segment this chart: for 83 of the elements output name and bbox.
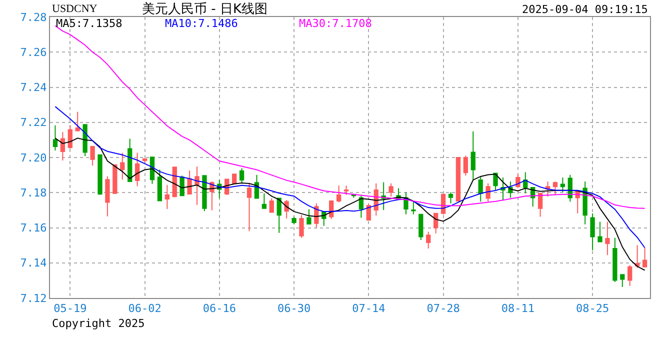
candlestick [358, 195, 364, 218]
y-tick-label: 7.14 [20, 256, 48, 270]
x-tick-label: 07-14 [352, 302, 386, 316]
candlestick [612, 237, 618, 283]
candlestick [105, 176, 110, 217]
candlestick [493, 172, 498, 190]
candlestick [284, 200, 289, 219]
x-tick-label: 06-02 [128, 302, 162, 316]
candlestick [194, 166, 200, 206]
line-series [54, 106, 646, 248]
candlestick [142, 158, 148, 164]
candlestick [634, 244, 640, 268]
candlestick [232, 174, 237, 184]
candlestick [628, 264, 632, 286]
candlestick [60, 132, 66, 161]
y-tick-label: 7.12 [20, 292, 47, 305]
candlestick [598, 221, 602, 242]
x-tick-label: 08-25 [576, 302, 610, 316]
candlestick [642, 247, 648, 268]
candlestick [344, 185, 349, 196]
candlestick [456, 157, 461, 202]
candlestick [470, 130, 476, 180]
candlestick [381, 182, 386, 211]
chart-title: 美元人民币 - 日K线图 [142, 1, 268, 17]
y-tick-label: 7.16 [20, 222, 47, 235]
candlestick [164, 184, 170, 210]
text: MA30:7.1708 [299, 17, 372, 30]
candlestick [172, 166, 177, 198]
candlestick [292, 216, 296, 225]
candlestick [128, 138, 132, 182]
candlestick [52, 124, 58, 151]
candlestick [134, 152, 140, 187]
y-tick-label: 7.28 [20, 10, 47, 24]
text: MA10:7.1486 [165, 17, 238, 30]
y-tick-label: 7.26 [20, 46, 47, 59]
candlestick [239, 168, 244, 184]
y-tick-label: 7.24 [20, 81, 48, 94]
candlestick [269, 198, 274, 213]
y-tick-label: 7.20 [20, 151, 47, 164]
candlestick [306, 208, 312, 225]
candlestick [426, 231, 431, 249]
candlestick [202, 175, 207, 212]
candlestick [187, 170, 192, 195]
candlestick [120, 152, 125, 180]
candlestick [98, 154, 102, 196]
candlestick [620, 274, 625, 288]
candlestick [112, 164, 118, 195]
candlestick [448, 192, 454, 204]
candlestick [299, 214, 304, 238]
text: MA5:7.1358 [56, 17, 122, 30]
text: 2025-09-04 09:19:15 [522, 3, 648, 16]
x-tick-label: 08-11 [501, 302, 534, 316]
y-tick-label: 7.22 [20, 116, 47, 130]
candlestick [75, 111, 80, 132]
candlestick [336, 185, 342, 203]
x-tick-label: 06-30 [277, 302, 311, 316]
line-series [54, 138, 646, 271]
x-tick-label: 07-28 [426, 302, 460, 316]
x-tick-label: 06-16 [202, 302, 236, 316]
candlestick [523, 172, 528, 194]
candlestick [246, 182, 252, 232]
candlestick [262, 192, 267, 209]
y-tick-label: 7.18 [20, 186, 47, 200]
candlestick [478, 176, 483, 202]
candlestick [463, 155, 468, 176]
candlestick [545, 181, 550, 198]
candlestick [157, 169, 162, 202]
candlestick [418, 214, 424, 241]
candlestick [433, 212, 438, 234]
candlestick [276, 198, 282, 234]
candlestick [590, 212, 595, 251]
candlestick [538, 192, 543, 218]
candlestick [552, 181, 558, 196]
text: Copyright 2025 [52, 317, 145, 330]
candlestick [486, 182, 490, 202]
candlestick [90, 146, 95, 166]
candlestick [560, 177, 566, 193]
candlestick [605, 221, 610, 256]
candlestick [411, 200, 416, 215]
chart-subtitle: USDCNY [52, 3, 98, 15]
candlestick [68, 124, 72, 150]
x-tick-label: 05-19 [54, 302, 87, 316]
candlestick [388, 182, 394, 198]
